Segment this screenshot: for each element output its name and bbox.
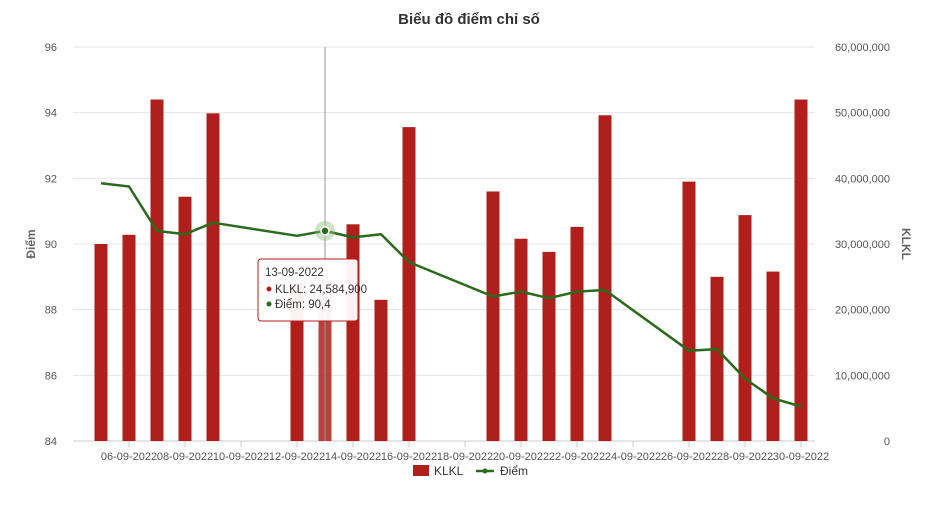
x-axis: 06-09-2022 08-09-2022 10-09-2022 12-09-2022… (101, 441, 829, 463)
legend-klkl-label[interactable]: KLKL (434, 464, 464, 478)
gridlines (73, 46, 815, 442)
tooltip-box (257, 258, 359, 322)
bar[interactable] (542, 251, 556, 441)
right-y-axis: 0 10,000,000 20,000,000 30,000,000 40,000,00… (835, 42, 890, 448)
bar[interactable] (122, 234, 136, 441)
legend-diem-label[interactable]: Điểm (500, 464, 528, 478)
left-tick-label: 96 (45, 42, 57, 54)
x-tick-label: 28-09-2022 (717, 451, 773, 463)
bar[interactable] (178, 196, 192, 441)
bar[interactable] (346, 224, 360, 441)
bar[interactable] (710, 276, 724, 441)
tooltip-diem: Điểm: 90,4 (275, 299, 331, 311)
x-tick-label: 06-09-2022 (101, 451, 157, 463)
x-tick-label: 08-09-2022 (157, 451, 213, 463)
bar[interactable] (570, 226, 584, 441)
bar[interactable] (794, 99, 808, 442)
legend-klkl-swatch[interactable] (413, 465, 429, 476)
right-tick-label: 50,000,000 (835, 108, 890, 120)
x-tick-label: 10-09-2022 (213, 451, 269, 463)
x-tick-label: 18-09-2022 (437, 451, 493, 463)
bar[interactable] (766, 271, 780, 441)
x-tick-label: 14-09-2022 (325, 451, 381, 463)
x-tick-label: 24-09-2022 (605, 451, 661, 463)
x-tick-label: 22-09-2022 (549, 451, 605, 463)
left-tick-label: 92 (45, 173, 57, 185)
bar[interactable] (374, 299, 388, 441)
right-tick-label: 20,000,000 (835, 305, 890, 317)
bar[interactable] (486, 191, 500, 441)
left-tick-label: 94 (45, 108, 57, 120)
right-axis-title: KLKL (899, 228, 913, 260)
bar[interactable] (150, 99, 164, 442)
left-tick-label: 84 (45, 436, 57, 448)
legend-diem-marker[interactable] (482, 468, 488, 474)
tooltip-klkl-marker (266, 286, 272, 292)
hover-point[interactable] (320, 226, 330, 236)
x-tick-label: 20-09-2022 (493, 451, 549, 463)
right-tick-label: 40,000,000 (835, 173, 890, 185)
x-tick-label: 16-09-2022 (381, 451, 437, 463)
bar[interactable] (514, 238, 528, 441)
bar[interactable] (738, 215, 752, 441)
bar[interactable] (290, 283, 304, 441)
left-y-axis: 84 86 88 90 92 94 96 (45, 42, 57, 448)
bar[interactable] (206, 113, 220, 441)
bar[interactable] (682, 181, 696, 441)
x-tick-label: 26-09-2022 (661, 451, 717, 463)
chart-title: Biểu đồ điểm chỉ số (398, 11, 540, 28)
x-tick-label: 12-09-2022 (269, 451, 325, 463)
klkl-bars (94, 99, 808, 442)
tooltip-diem-marker (266, 301, 272, 307)
right-tick-label: 0 (884, 436, 890, 448)
bar[interactable] (402, 127, 416, 441)
tooltip-klkl: KLKL: 24,584,900 (275, 284, 367, 296)
left-tick-label: 88 (45, 305, 57, 317)
diem-line-series (100, 182, 802, 408)
tooltip-date: 13-09-2022 (265, 267, 324, 279)
left-tick-label: 90 (45, 239, 57, 251)
right-tick-label: 60,000,000 (835, 42, 890, 54)
right-tick-label: 10,000,000 (835, 370, 890, 382)
left-tick-label: 86 (45, 370, 57, 382)
bar[interactable] (598, 115, 612, 441)
left-axis-title: Điểm (24, 229, 38, 258)
bar[interactable] (94, 244, 108, 441)
right-tick-label: 30,000,000 (835, 239, 890, 251)
x-tick-label: 30-09-2022 (773, 451, 829, 463)
diem-line (100, 182, 802, 408)
legend: KLKL Điểm (413, 464, 528, 478)
tooltip: 13-09-2022 KLKL: 24,584,900 Điểm: 90,4 (257, 258, 367, 322)
